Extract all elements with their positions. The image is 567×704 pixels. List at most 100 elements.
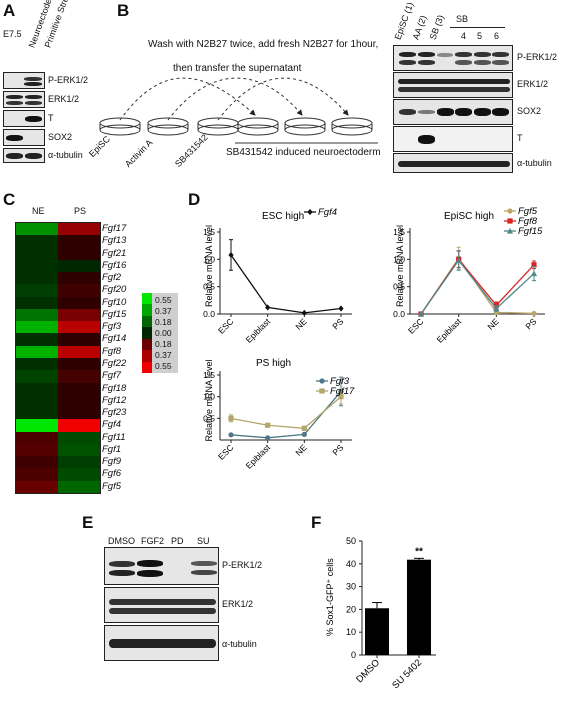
- legend-label: Fgf15: [518, 226, 543, 237]
- y-tick-label: 30: [346, 582, 356, 592]
- target-label: SB431542 induced neuroectoderm: [226, 147, 381, 158]
- scale-label: 0.00: [155, 328, 172, 338]
- heatmap-cell: [16, 431, 58, 445]
- heatmap-col-ps: PS: [74, 206, 87, 216]
- heatmap-cell: [16, 259, 58, 273]
- scale-label: 0.18: [155, 317, 172, 327]
- data-point: [417, 310, 425, 317]
- instruction-line-1: Wash with N2B27 twice, add fresh N2B27 f…: [148, 39, 379, 50]
- heatmap-cell: [58, 358, 100, 371]
- blot-b-perk: [393, 45, 513, 71]
- heatmap-cell: [58, 480, 100, 494]
- lane-label-fgf2: FGF2: [141, 536, 165, 546]
- x-tick-label: ESC: [216, 442, 235, 461]
- panel-label-a: A: [3, 1, 16, 20]
- y-tick-label: 40: [346, 559, 356, 569]
- legend-marker: [507, 208, 513, 214]
- y-tick-label: 1.0: [203, 254, 215, 264]
- y-tick-label: 0: [351, 650, 356, 660]
- heatmap-gene-label: Fgf18: [102, 382, 127, 394]
- blot-b-t: [393, 126, 513, 152]
- blot-b-tubulin: [393, 153, 513, 173]
- dish-target-2: [284, 117, 326, 136]
- heatmap-cell: [16, 223, 58, 236]
- blot-label-b-t: T: [517, 133, 523, 143]
- y-axis-label: % Sox1-GFP⁺ cells: [325, 558, 335, 636]
- heatmap-cell: [16, 443, 58, 457]
- y-tick-label: 50: [346, 536, 356, 546]
- scale-label: 0.37: [155, 350, 172, 360]
- heatmap-gene-label: Fgf3: [102, 321, 122, 333]
- heatmap-cell: [16, 407, 58, 420]
- heatmap-cell: [58, 443, 100, 457]
- blot-b-erk: [393, 72, 513, 98]
- x-tick-label: Epiblast: [244, 442, 273, 471]
- y-tick-label: 1.0: [393, 254, 405, 264]
- data-point: [338, 305, 344, 312]
- blot-a-erk: [3, 91, 45, 108]
- series-line: [420, 258, 535, 315]
- scale-swatch: [142, 350, 152, 363]
- blot-label-e-tubulin: α-tubulin: [222, 639, 257, 649]
- y-tick-label: 0.0: [203, 309, 215, 319]
- data-point: [265, 435, 271, 441]
- scale-swatch: [142, 315, 152, 328]
- x-tick-label: DMSO: [354, 657, 382, 685]
- heatmap-cell: [16, 308, 58, 322]
- dish-target-1: [237, 117, 279, 136]
- blot-label-b-perk: P-ERK1/2: [517, 52, 558, 62]
- heatmap-color-scale: [142, 293, 152, 374]
- y-tick-label: 1.5: [203, 370, 215, 380]
- heatmap-cell: [58, 321, 100, 334]
- data-point: [265, 422, 271, 428]
- heatmap-cell: [58, 394, 100, 408]
- panel-label-f: F: [311, 513, 322, 532]
- scale-swatch: [142, 327, 152, 340]
- legend-label: Fgf5: [518, 206, 538, 217]
- heatmap-cell: [16, 333, 58, 347]
- dish-episc: [99, 117, 141, 136]
- heatmap-cell: [16, 382, 58, 396]
- blot-a-sox2: [3, 129, 45, 146]
- series-line: [420, 259, 535, 315]
- sb-lane-6: 6: [494, 31, 500, 41]
- blot-e-perk: [104, 547, 219, 585]
- heatmap-gene-label: Fgf7: [102, 370, 122, 382]
- heatmap-gene-label: Fgf8: [102, 345, 122, 357]
- heatmap-cell: [16, 321, 58, 334]
- y-tick-label: 0.5: [393, 282, 405, 292]
- heatmap-cell: [58, 223, 100, 236]
- scale-label: 0.55: [155, 295, 172, 305]
- heatmap-gene-label: Fgf2: [102, 272, 122, 284]
- heatmap-gene-label: Fgf22: [102, 358, 127, 369]
- lane-label-pd: PD: [171, 536, 184, 546]
- dish-target-3: [331, 117, 373, 136]
- legend-marker: [307, 208, 313, 216]
- heatmap-gene-label: Fgf5: [102, 480, 122, 492]
- x-tick-label: ESC: [216, 316, 235, 335]
- heatmap-gene-label: Fgf23: [102, 407, 127, 419]
- heatmap-cell: [58, 235, 100, 249]
- scale-swatch: [142, 293, 152, 305]
- y-tick-label: 1.5: [203, 227, 215, 237]
- series-line: [230, 254, 342, 314]
- heatmap-cell: [16, 480, 58, 494]
- sb-group-label: SB: [456, 14, 469, 24]
- lane-label-dmso: DMSO: [108, 536, 135, 546]
- lane-label-su: SU: [197, 536, 210, 546]
- y-tick-label: 1.0: [203, 392, 215, 402]
- heatmap-gene-label: Fgf6: [102, 468, 122, 480]
- blot-a-perk: [3, 72, 45, 89]
- legend-label: Fgf3: [330, 376, 350, 387]
- data-point: [455, 257, 462, 264]
- heatmap-cell: [16, 247, 58, 261]
- heatmap-cell: [58, 284, 100, 298]
- heatmap-cell: [58, 345, 100, 359]
- heatmap-gene-label: Fgf20: [102, 284, 127, 296]
- heatmap-gene-label: Fgf9: [102, 456, 122, 468]
- heatmap-cell: [58, 456, 100, 469]
- x-tick-label: NE: [293, 442, 309, 458]
- y-tick-label: 1.5: [393, 227, 405, 237]
- heatmap-cell: [58, 272, 100, 285]
- x-tick-label: Epiblast: [435, 316, 464, 345]
